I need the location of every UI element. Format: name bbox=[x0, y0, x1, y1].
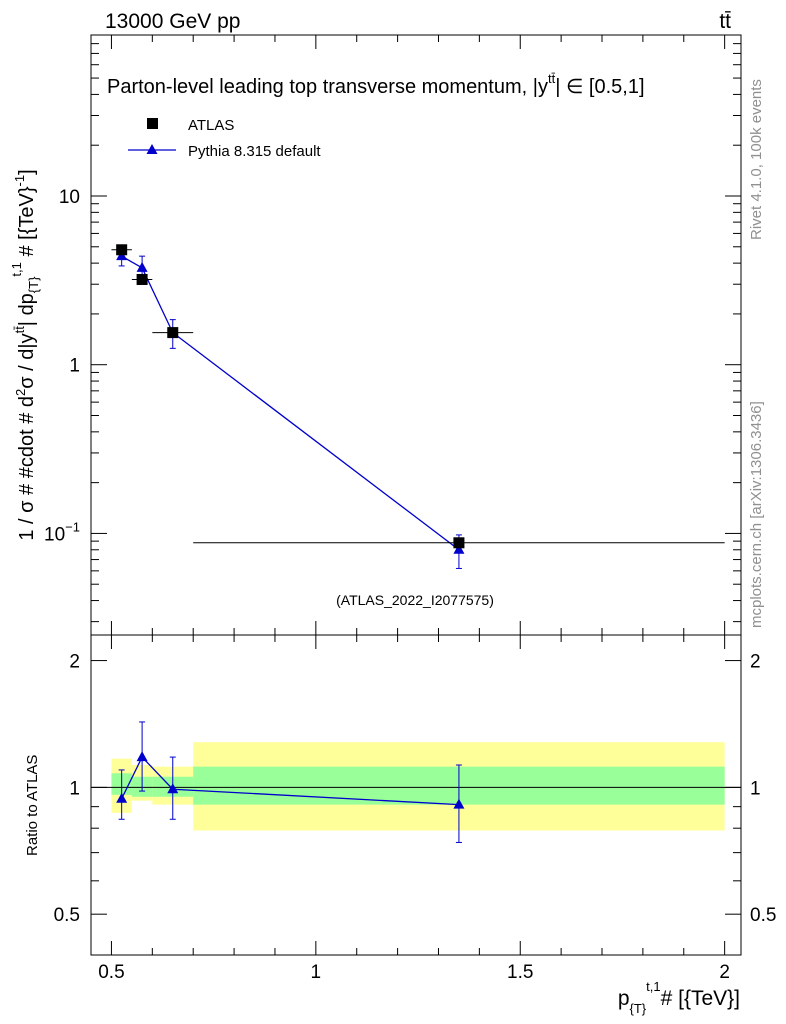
y-ratio-tick-label-left-1: 1 bbox=[69, 778, 80, 799]
y-ratio-tick-label-left-0: 2 bbox=[69, 652, 80, 673]
y-ratio-tick-label-right-2: 0.5 bbox=[750, 905, 776, 926]
y-main-tick-label-1: 1 bbox=[69, 356, 80, 377]
pythia-point-3 bbox=[453, 543, 465, 554]
rivet-version-label: Rivet 4.1.0, 100k events bbox=[748, 79, 765, 240]
ratio-uncertainty-bands bbox=[111, 742, 725, 831]
legend-atlas-marker bbox=[147, 118, 158, 129]
axis-tick-labels: 0.5 1 1.5 2 10 1 10−1 2 2 1 1 0.5 0.5 bbox=[44, 187, 776, 983]
y-ratio-tick-label-right-1: 1 bbox=[750, 778, 761, 799]
chart-title-main: Parton-level leading top transverse mome… bbox=[107, 76, 538, 98]
legend-atlas-label: ATLAS bbox=[188, 117, 234, 134]
process-label: tt̄ bbox=[719, 10, 731, 33]
x-axis-label: p{T}t,1# [{TeV}] bbox=[618, 979, 740, 1016]
legend-pythia-marker bbox=[146, 144, 158, 154]
x-tick-label-0: 0.5 bbox=[98, 962, 124, 983]
atlas-series bbox=[111, 244, 725, 549]
pythia-ratio-series bbox=[116, 721, 465, 843]
energy-label: 13000 GeV pp bbox=[105, 10, 240, 33]
x-tick-label-1: 1 bbox=[311, 962, 322, 983]
chart-title-range: | ∈ [0.5,1] bbox=[555, 76, 644, 98]
legend: ATLAS Pythia 8.315 default bbox=[128, 117, 321, 160]
y-main-tick-label-2: 10−1 bbox=[44, 519, 80, 545]
y-ratio-tick-label-right-0: 2 bbox=[750, 652, 761, 673]
ratio-pythia-point-1 bbox=[136, 751, 148, 762]
ratio-pythia-line bbox=[121, 755, 459, 806]
ratio-pythia-point-3 bbox=[453, 798, 465, 809]
atlas-point-1 bbox=[136, 273, 148, 285]
ratio-y-axis-label: Ratio to ATLAS bbox=[24, 755, 41, 856]
ratio-pythia-point-2 bbox=[167, 783, 179, 794]
pythia-series bbox=[116, 247, 465, 569]
x-tick-label-3: 2 bbox=[719, 962, 730, 983]
atlas-point-0 bbox=[116, 244, 128, 256]
pythia-line bbox=[121, 255, 460, 551]
chart-title-tt: tt̄ bbox=[548, 71, 556, 86]
analysis-watermark: (ATLAS_2022_I2077575) bbox=[336, 592, 494, 608]
atlas-point-3 bbox=[453, 537, 465, 549]
chart-title: Parton-level leading top transverse mome… bbox=[107, 71, 645, 98]
main-y-axis-label: 1 / σ # #cdot # d2σ / d|ytt̄| dp{T}t,1 #… bbox=[9, 169, 41, 540]
legend-pythia-label: Pythia 8.315 default bbox=[188, 143, 321, 160]
ratio-plot-frame bbox=[90, 634, 742, 956]
pythia-point-1 bbox=[136, 261, 148, 272]
x-tick-label-2: 1.5 bbox=[507, 962, 533, 983]
mcplots-source-label: mcplots.cern.ch [arXiv:1306.3436] bbox=[748, 401, 765, 628]
ratio-pythia-point-0 bbox=[116, 792, 128, 803]
atlas-point-2 bbox=[167, 327, 179, 339]
y-ratio-tick-label-left-2: 0.5 bbox=[54, 905, 80, 926]
chart-title-y: y bbox=[538, 76, 548, 98]
y-main-tick-label-0: 10 bbox=[59, 187, 80, 208]
axis-ticks bbox=[91, 34, 741, 956]
